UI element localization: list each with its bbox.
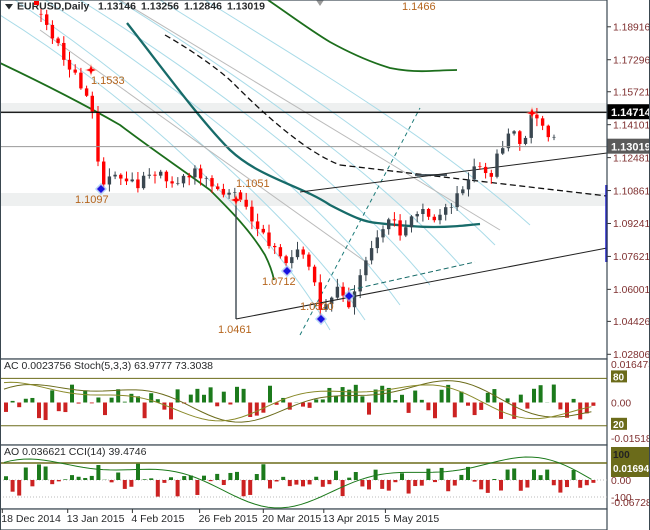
svg-text:-0.067289: -0.067289	[611, 498, 650, 509]
svg-text:1.13146: 1.13146	[98, 1, 136, 13]
svg-text:1.17296: 1.17296	[613, 55, 650, 66]
svg-text:0.016473: 0.016473	[611, 360, 650, 371]
svg-text:1.14714: 1.14714	[611, 107, 650, 119]
svg-text:18 Dec 2014: 18 Dec 2014	[1, 513, 61, 525]
svg-text:1.06001: 1.06001	[613, 285, 650, 296]
svg-text:20: 20	[613, 420, 625, 431]
svg-text:1.1097: 1.1097	[75, 194, 109, 206]
svg-text:26 Feb 2015: 26 Feb 2015	[199, 513, 258, 525]
svg-text:1.15721: 1.15721	[613, 87, 650, 98]
svg-text:-0.015182: -0.015182	[611, 434, 650, 445]
svg-text:1.13019: 1.13019	[227, 1, 265, 13]
svg-text:1.1051: 1.1051	[236, 178, 270, 190]
svg-text:1.0461: 1.0461	[218, 324, 252, 336]
svg-text:AC 0.0023756 Stoch(5,3,3) 63: AC 0.0023756 Stoch(5,3,3) 63.9777 73.303…	[4, 360, 213, 372]
svg-text:5 May 2015: 5 May 2015	[384, 513, 439, 525]
svg-text:1.0520: 1.0520	[300, 301, 334, 313]
svg-text:1.1533: 1.1533	[91, 75, 125, 87]
svg-text:1.14101: 1.14101	[613, 120, 650, 131]
svg-text:20 Mar 2015: 20 Mar 2015	[262, 513, 321, 525]
svg-text:1.10861: 1.10861	[613, 186, 650, 197]
svg-text:4 Feb 2015: 4 Feb 2015	[131, 513, 184, 525]
svg-text:1.07621: 1.07621	[613, 252, 650, 263]
svg-text:EURUSD,Daily: EURUSD,Daily	[17, 1, 90, 13]
svg-text:1.12846: 1.12846	[184, 1, 222, 13]
svg-text:1.09241: 1.09241	[613, 219, 650, 230]
svg-text:13 Apr 2015: 13 Apr 2015	[323, 513, 380, 525]
svg-text:1.12481: 1.12481	[613, 153, 650, 164]
svg-text:AO 0.036621 CCI(14) 39.4746: AO 0.036621 CCI(14) 39.4746	[4, 446, 147, 458]
svg-text:1.1466: 1.1466	[402, 1, 436, 13]
svg-text:80: 80	[613, 372, 625, 383]
svg-text:1.18916: 1.18916	[613, 23, 650, 34]
svg-text:1.0712: 1.0712	[262, 276, 296, 288]
svg-text:1.13019: 1.13019	[611, 142, 650, 154]
svg-text:100: 100	[613, 450, 630, 461]
svg-text:13 Jan 2015: 13 Jan 2015	[67, 513, 125, 525]
svg-text:0.00: 0.00	[611, 476, 631, 487]
svg-text:0.00: 0.00	[611, 399, 631, 410]
svg-text:1.13256: 1.13256	[141, 1, 179, 13]
svg-text:1.04426: 1.04426	[613, 317, 650, 328]
